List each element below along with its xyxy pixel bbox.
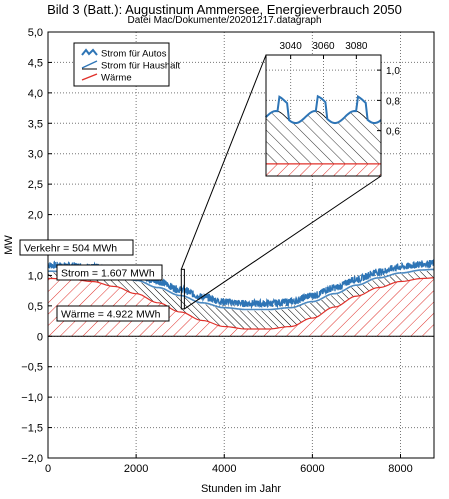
y-tick-label: −1,5 <box>21 423 43 435</box>
annotation-box: Strom = 1.607 MWh <box>56 264 163 281</box>
legend-label: Strom für Haushalt <box>101 61 181 72</box>
annotation-text: Strom = 1.607 MWh <box>61 268 155 280</box>
y-tick-label: −2,0 <box>21 453 43 465</box>
inset-x-tick-label: 3040 <box>280 41 303 52</box>
y-tick-label: 0 <box>37 331 43 343</box>
zoom-connector <box>184 175 382 310</box>
y-axis-label: MW <box>3 235 15 255</box>
inset-line-strom-autos <box>265 94 382 125</box>
legend-swatch <box>81 73 98 81</box>
zoom-connector <box>180 54 267 270</box>
legend-swatch <box>81 60 98 69</box>
y-tick-label: −0,5 <box>21 362 43 374</box>
inset-x-tick-label: 3060 <box>312 41 335 52</box>
legend-label: Wärme <box>101 73 132 84</box>
axes: −2,0−1,5−1,0−0,500,51,01,52,02,53,03,54,… <box>21 27 435 475</box>
y-tick-label: 1,0 <box>28 270 43 282</box>
x-tick-label: 4000 <box>212 463 236 475</box>
annotation-frame <box>56 305 170 322</box>
legend-swatch <box>81 48 98 56</box>
annotations: Verkehr = 504 MWh Strom = 1.607 MWh Wärme … <box>19 239 170 322</box>
inset-y-tick-label: 0,8 <box>386 96 400 107</box>
annotation-box: Verkehr = 504 MWh <box>19 239 134 256</box>
area-waerme <box>48 277 434 337</box>
zoom-source-box <box>180 268 185 310</box>
annotation-box: Wärme = 4.922 MWh <box>56 305 170 322</box>
y-tick-label: −1,0 <box>21 392 43 404</box>
inset-zoom: 3040 3060 3080 0,6 0,8 1,0 <box>180 41 400 310</box>
annotation-frame <box>19 239 134 256</box>
annotation-text: Wärme = 4.922 MWh <box>61 309 161 321</box>
annotation-text: Verkehr = 504 MWh <box>24 243 117 255</box>
x-axis-label: Stunden im Jahr <box>201 483 281 495</box>
inset-y-tick-label: 1,0 <box>386 66 400 77</box>
line-waerme <box>48 277 434 330</box>
annotation-frame <box>56 264 163 281</box>
y-tick-label: 2,5 <box>28 179 43 191</box>
x-tick-label: 6000 <box>300 463 324 475</box>
y-tick-label: 3,0 <box>28 149 43 161</box>
x-tick-label: 2000 <box>124 463 148 475</box>
y-tick-label: 2,0 <box>28 210 43 222</box>
inset-area-waerme <box>266 163 381 176</box>
inset-y-tick-label: 0,6 <box>386 127 400 138</box>
chart-title: Bild 3 (Batt.): Augustinum Ammersee, Ene… <box>47 2 402 17</box>
y-tick-label: 4,0 <box>28 88 43 100</box>
inset-x-tick-label: 3080 <box>345 41 368 52</box>
inset-area-strom <box>265 110 382 165</box>
legend-label: Strom für Autos <box>101 49 167 60</box>
chart-subtitle: Datei Mac/Dokumente/20201217.datagraph <box>127 15 322 26</box>
y-tick-label: 4,5 <box>28 57 43 69</box>
y-tick-label: 5,0 <box>28 27 43 39</box>
x-tick-label: 8000 <box>388 463 412 475</box>
y-tick-label: 0,5 <box>28 301 43 313</box>
area-strom-haushalt <box>48 270 434 329</box>
y-tick-label: 3,5 <box>28 118 43 130</box>
x-tick-label: 0 <box>45 463 51 475</box>
